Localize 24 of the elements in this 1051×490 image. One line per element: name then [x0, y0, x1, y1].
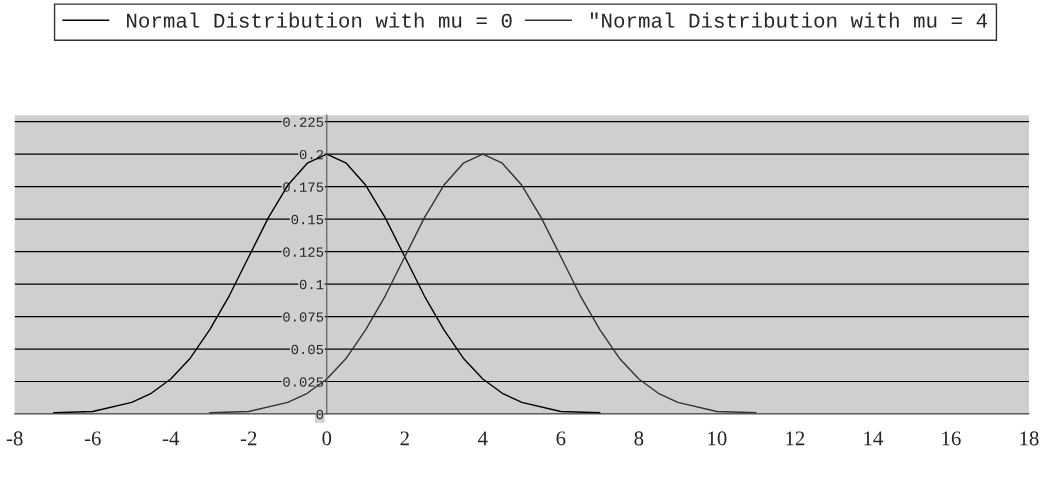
x-tick-label: -8: [6, 431, 23, 446]
y-tick-label: 0.075: [283, 312, 324, 322]
y-tick-label: 0: [316, 409, 324, 420]
y-tick-label: 0.05: [291, 344, 324, 355]
y-tick-label: 0.2: [299, 149, 324, 160]
x-tick-label: -4: [162, 431, 180, 446]
x-tick-label: 4: [478, 431, 488, 446]
y-tick-label: 0.1: [299, 279, 324, 290]
y-tick-label: 0.15: [291, 214, 324, 225]
x-tick-label: -6: [84, 431, 101, 446]
x-tick-label: 18: [1020, 431, 1039, 446]
x-tick-label: 10: [708, 431, 727, 446]
y-tick-label: 0.225: [283, 117, 324, 127]
legend-label: Normal Distribution with mu = 0: [127, 12, 512, 28]
x-tick-label: 2: [400, 431, 409, 446]
x-tick-label: -2: [240, 431, 257, 446]
legend-label: "Normal Distribution with mu = 4: [590, 12, 988, 28]
x-tick-label: 8: [634, 431, 644, 446]
x-tick-label: 12: [786, 431, 805, 446]
y-tick-label: 0.025: [283, 377, 324, 387]
x-tick-label: 6: [556, 431, 566, 446]
y-tick-label: 0.125: [283, 247, 324, 257]
x-tick-label: 14: [864, 431, 883, 446]
x-tick-label: 16: [942, 431, 961, 446]
